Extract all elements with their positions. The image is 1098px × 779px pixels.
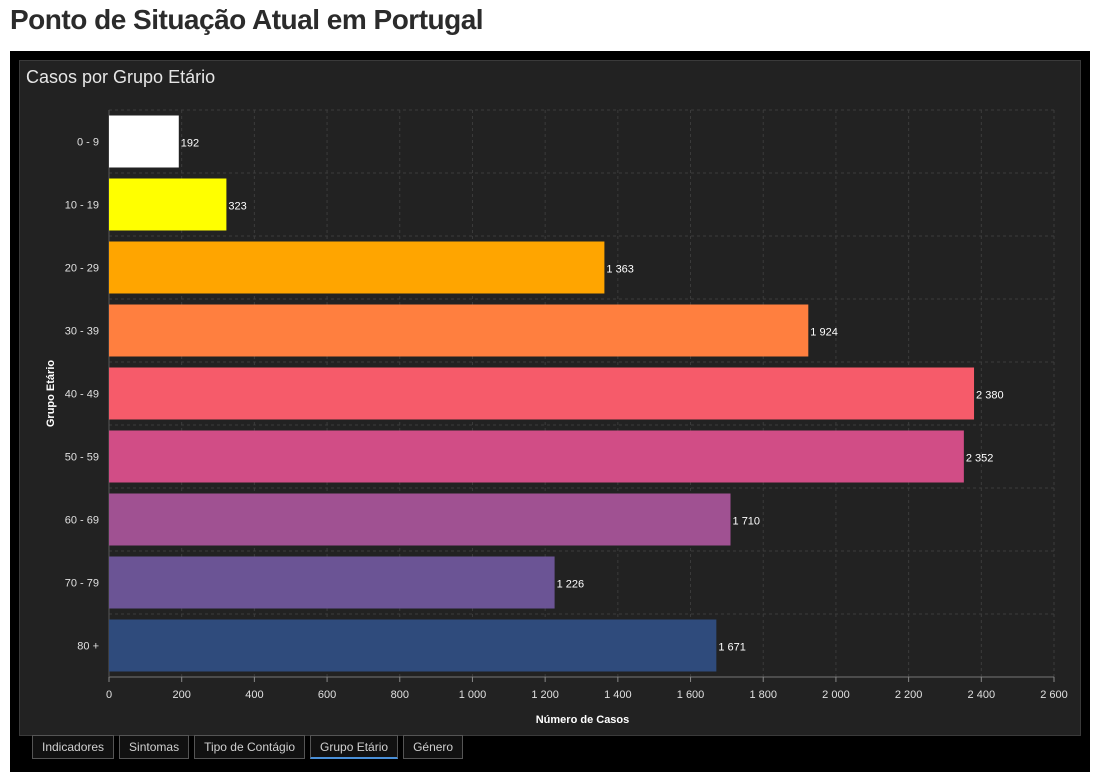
x-tick-label: 400 xyxy=(245,689,263,701)
chart-panel: Casos por Grupo Etário 0 200 400 600 800 1 00… xyxy=(19,60,1081,736)
x-tick-label: 2 600 xyxy=(1040,689,1068,701)
value-label: 2 380 xyxy=(976,390,1004,402)
age-group-bar-chart: 0 200 400 600 800 1 000 1 200 1 400 1 600 1 800 2 … xyxy=(45,109,1068,726)
value-label: 1 710 xyxy=(733,516,761,528)
x-axis-title: Número de Casos xyxy=(536,714,630,726)
value-label: 1 924 xyxy=(810,327,838,339)
category-label: 30 - 39 xyxy=(65,326,99,338)
x-tick-label: 1 600 xyxy=(677,689,705,701)
x-tick-label: 2 400 xyxy=(968,689,996,701)
category-label: 70 - 79 xyxy=(65,578,99,590)
x-tick-label: 1 000 xyxy=(459,689,487,701)
x-tick-label: 600 xyxy=(318,689,336,701)
bar xyxy=(109,115,179,168)
panel-title: Casos por Grupo Etário xyxy=(26,67,216,87)
x-tick-label: 1 200 xyxy=(531,689,559,701)
value-label: 323 xyxy=(228,201,246,213)
bar xyxy=(109,493,731,546)
bar xyxy=(109,367,975,420)
tab-grupo-etario[interactable]: Grupo Etário xyxy=(310,735,399,759)
bar xyxy=(109,556,555,609)
category-label: 50 - 59 xyxy=(65,452,99,464)
y-axis-title: Grupo Etário xyxy=(45,360,57,428)
value-label: 1 226 xyxy=(557,579,585,591)
tab-bar: Indicadores Sintomas Tipo de Contágio Gr… xyxy=(32,735,468,760)
x-tick-label: 2 000 xyxy=(822,689,850,701)
bar xyxy=(109,241,605,294)
category-label: 10 - 19 xyxy=(65,200,99,212)
x-tick-label: 800 xyxy=(391,689,409,701)
bar xyxy=(109,178,227,231)
x-tick-label: 200 xyxy=(173,689,191,701)
x-tick-label: 2 200 xyxy=(895,689,923,701)
tab-indicadores[interactable]: Indicadores xyxy=(32,735,115,759)
x-tick-label: 1 400 xyxy=(604,689,632,701)
bar xyxy=(109,619,717,672)
bar xyxy=(109,304,809,357)
value-label: 1 671 xyxy=(718,642,746,654)
category-label: 40 - 49 xyxy=(65,389,99,401)
value-label: 2 352 xyxy=(966,453,994,465)
category-label: 20 - 29 xyxy=(65,263,99,275)
x-tick-label: 1 800 xyxy=(749,689,777,701)
tab-tipo-de-contagio[interactable]: Tipo de Contágio xyxy=(194,735,306,759)
category-label: 60 - 69 xyxy=(65,515,99,527)
x-tick-label: 0 xyxy=(106,689,112,701)
tab-genero[interactable]: Género xyxy=(403,735,464,759)
value-label: 192 xyxy=(181,138,199,150)
page-title: Ponto de Situação Atual em Portugal xyxy=(10,4,484,35)
value-label: 1 363 xyxy=(606,264,634,276)
category-label: 0 - 9 xyxy=(77,137,99,149)
tab-sintomas[interactable]: Sintomas xyxy=(119,735,190,759)
category-label: 80 + xyxy=(77,641,99,653)
bar xyxy=(109,430,964,483)
